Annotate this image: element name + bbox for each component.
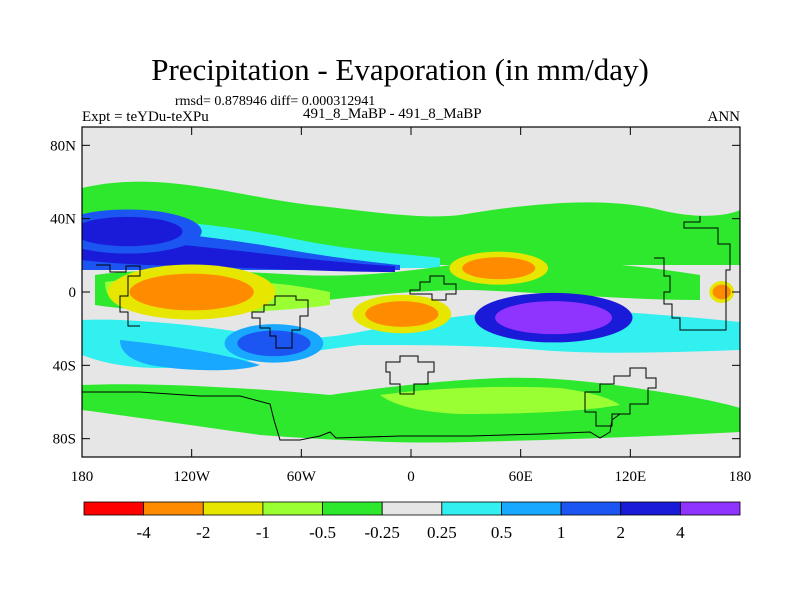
- coastline-south-america: [251, 295, 309, 349]
- x-tick-label: 60E: [509, 469, 533, 485]
- colorbar-label: 2: [616, 523, 625, 542]
- x-tick-label: 120W: [173, 469, 211, 485]
- feature-layer: [82, 209, 735, 363]
- band-south-lightblue: [120, 340, 260, 371]
- coastline-north-africa: [409, 275, 457, 301]
- coastline-north-america: [96, 264, 141, 327]
- colorbar-label: 1: [557, 523, 566, 542]
- band-south-lightgreen: [380, 386, 620, 414]
- coastlines: [82, 216, 731, 441]
- chart-title: Precipitation - Evaporation (in mm/day): [151, 52, 649, 87]
- x-tick-label: 180: [71, 469, 94, 485]
- x-tick-label: 180: [729, 469, 752, 485]
- y-tick-label: 80S: [53, 432, 76, 448]
- stats-line: rmsd= 0.878946 diff= 0.000312941: [175, 94, 376, 109]
- y-tick-label: 80N: [50, 138, 76, 154]
- coastline-antarctica: [82, 391, 621, 441]
- colorbar-label: -1: [256, 523, 270, 542]
- colorbar-swatch: [322, 501, 383, 516]
- south-indian-max: [495, 301, 613, 335]
- y-axis: 80N 40N 0 40S 80S: [50, 138, 740, 448]
- tropical-pacific-min: [129, 273, 254, 311]
- colorbar-label: 0.5: [491, 523, 512, 542]
- colorbar-swatch: [620, 501, 681, 516]
- colorbar-label: 4: [676, 523, 685, 542]
- colorbar-swatch: [679, 501, 741, 516]
- colorbar-label: -0.25: [364, 523, 399, 542]
- map-field: [82, 127, 740, 457]
- colorbar-label: -2: [196, 523, 210, 542]
- east-pacific-min: [712, 284, 731, 300]
- north-pacific-max: [82, 216, 183, 247]
- colorbar-label: -4: [137, 523, 152, 542]
- coastline-africa: [385, 355, 435, 395]
- x-tick-label: 60W: [287, 469, 317, 485]
- season-label: ANN: [707, 109, 741, 125]
- colorbar: -4 -2 -1 -0.5 -0.25 0.25 0.5 1 2 4: [83, 501, 741, 542]
- colorbar-swatch: [202, 501, 264, 516]
- colorbar-label: -0.5: [309, 523, 336, 542]
- y-tick-label: 0: [69, 285, 77, 301]
- coastline-australia: [584, 367, 657, 427]
- x-tick-label: 0: [407, 469, 415, 485]
- south-atlantic-max: [237, 330, 311, 357]
- colorbar-swatch: [441, 501, 502, 516]
- colorbar-swatch: [381, 501, 443, 516]
- colorbar-swatch: [262, 501, 323, 516]
- x-tick-label: 120E: [614, 469, 646, 485]
- y-tick-label: 40S: [53, 358, 76, 374]
- experiment-label: Expt = teYDu-teXPu: [82, 109, 209, 125]
- chart-subtitle: 491_8_MaBP - 491_8_MaBP: [303, 106, 482, 122]
- colorbar-swatch: [501, 501, 562, 516]
- x-axis: 180 120W 60W 0 60E 120E 180: [71, 127, 752, 485]
- colorbar-label: 0.25: [427, 523, 457, 542]
- central-atlantic-min: [365, 301, 439, 327]
- y-tick-label: 40N: [50, 212, 76, 228]
- north-africa-min: [462, 257, 536, 280]
- colorbar-swatch: [83, 501, 145, 516]
- coastline-east-asia: [654, 216, 731, 331]
- colorbar-swatch: [143, 501, 204, 516]
- colorbar-swatch: [560, 501, 622, 516]
